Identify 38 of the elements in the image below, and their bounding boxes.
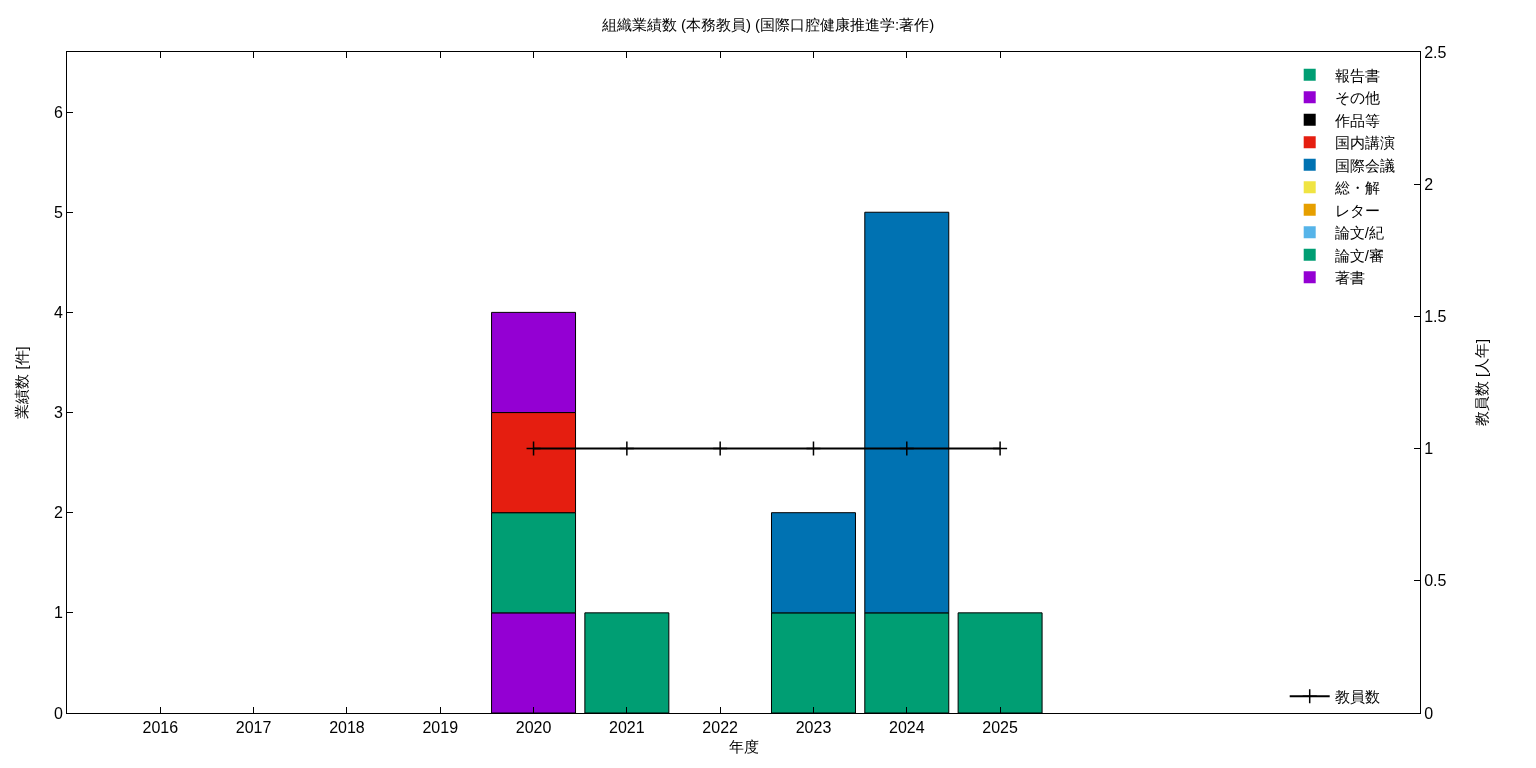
legend-label: その他 (1334, 89, 1380, 107)
y-axis-title: 業績数 [件] (13, 346, 31, 419)
y-tick-label: 0 (53, 704, 63, 722)
x-tick-label: 2023 (795, 719, 832, 737)
y2-tick-label: 1 (1424, 440, 1434, 458)
y-tick-label: 1 (53, 604, 63, 622)
chart-title: 組織業績数 (本務教員) (国際口腔健康推進学:著作) (600, 15, 935, 33)
legend-label: 論文/審 (1334, 246, 1384, 264)
y-tick-label: 6 (53, 103, 63, 121)
y-tick-label: 3 (53, 404, 63, 422)
y2-tick-label: 0.5 (1424, 572, 1447, 590)
y2-tick-label: 2.5 (1424, 43, 1447, 61)
y2-axis-title: 教員数 [人年] (1472, 338, 1490, 427)
legend-label: 国内講演 (1334, 134, 1395, 152)
x-tick-label: 2025 (982, 719, 1018, 737)
legend-label: 報告書 (1334, 66, 1380, 84)
y2-tick-label: 0 (1424, 704, 1434, 722)
legend-label: 教員数 (1334, 688, 1380, 706)
x-tick-label: 2018 (329, 719, 365, 737)
x-axis-title: 年度 (728, 738, 759, 756)
x-tick-label: 2017 (235, 719, 272, 737)
x-tick-label: 2022 (702, 719, 739, 737)
x-tick-label: 2024 (888, 719, 925, 737)
legend-label: 国際会議 (1334, 156, 1395, 174)
x-tick-label: 2019 (422, 719, 459, 737)
legend-label: 総・解 (1333, 179, 1380, 197)
y-tick-label: 4 (53, 303, 63, 321)
y2-tick-label: 1.5 (1424, 308, 1447, 325)
legend-label: レター (1334, 201, 1380, 219)
legend-label: 論文/紀 (1334, 224, 1384, 242)
y-tick-label: 2 (53, 504, 63, 522)
legend-label: 作品等 (1333, 111, 1380, 129)
legend-label: 著書 (1334, 269, 1365, 287)
x-tick-label: 2020 (515, 719, 552, 737)
y2-tick-label: 2 (1424, 175, 1434, 193)
y-tick-label: 5 (53, 203, 63, 221)
x-tick-label: 2021 (609, 719, 645, 737)
x-tick-label: 2016 (142, 719, 179, 737)
